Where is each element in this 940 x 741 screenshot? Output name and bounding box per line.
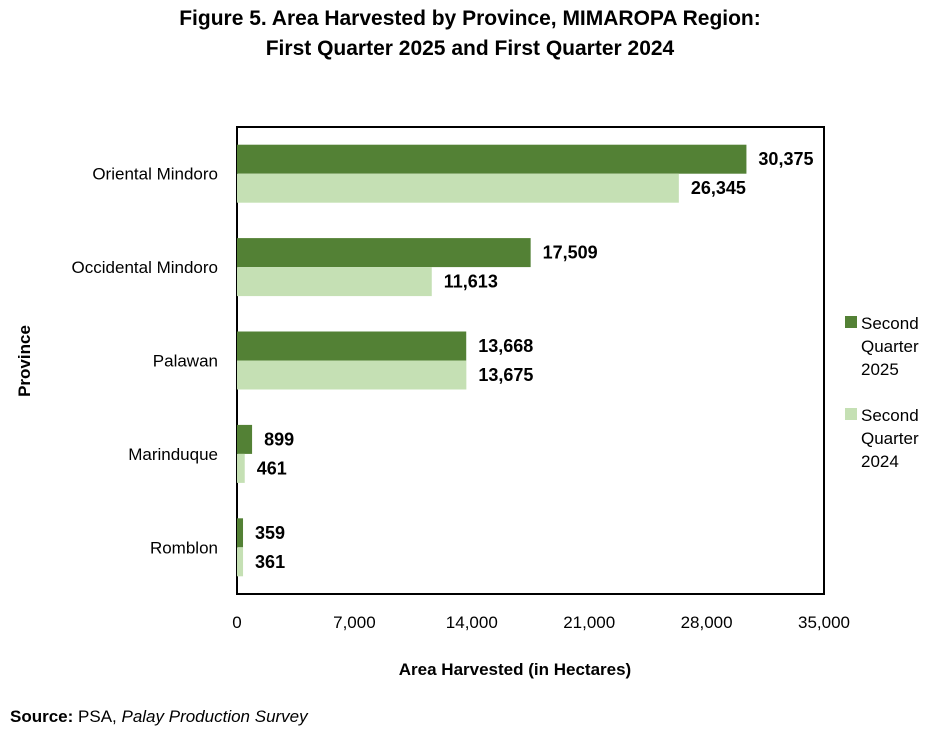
- y-tick-label: Occidental Mindoro: [72, 258, 218, 277]
- legend-swatch: [845, 316, 857, 328]
- data-label: 361: [255, 552, 285, 572]
- legend-label: Second: [861, 314, 919, 333]
- y-axis-tick-labels: Oriental Mindoro Occidental Mindoro Palawa…: [72, 165, 218, 558]
- bar-series-1: [237, 238, 531, 268]
- data-label: 461: [257, 458, 287, 478]
- chart-title-line-2: First Quarter 2025 and First Quarter 202…: [265, 37, 675, 60]
- chart-title-line-1: Figure 5. Area Harvested by Province, MI…: [179, 7, 761, 30]
- y-tick-label: Marinduque: [128, 445, 218, 464]
- x-tick-label: 21,000: [563, 613, 615, 632]
- y-tick-label: Oriental Mindoro: [92, 165, 218, 184]
- legend-label: 2025: [861, 360, 899, 379]
- bar-series-2: [237, 360, 467, 390]
- source-label: Source:: [10, 707, 74, 726]
- x-tick-label: 0: [232, 613, 241, 632]
- bars-group: 30,375 26,345 17,509 11,613 13,668 13,675 899 4…: [237, 144, 813, 577]
- bar-series-1: [237, 144, 747, 174]
- data-label: 30,375: [758, 149, 813, 169]
- bar-series-2: [237, 267, 432, 297]
- bar-series-2: [237, 547, 244, 577]
- data-label: 899: [264, 429, 294, 449]
- y-tick-label: Palawan: [153, 352, 218, 371]
- legend: Second Quarter 2025 Second Quarter 2024: [845, 314, 919, 471]
- bar-series-2: [237, 453, 245, 483]
- data-label: 11,613: [444, 272, 498, 292]
- bar-series-1: [237, 518, 244, 548]
- source-text: PSA,: [73, 707, 122, 726]
- data-label: 13,668: [478, 336, 533, 356]
- data-label: 13,675: [478, 365, 533, 385]
- legend-swatch: [845, 408, 857, 420]
- x-axis-tick-labels: 0 7,000 14,000 21,000 28,000 35,000: [232, 613, 850, 632]
- legend-label: Second: [861, 406, 919, 425]
- y-tick-label: Romblon: [150, 538, 218, 557]
- x-tick-label: 7,000: [333, 613, 376, 632]
- legend-label: 2024: [861, 452, 899, 471]
- data-label: 17,509: [543, 243, 598, 263]
- bar-series-2: [237, 173, 679, 203]
- data-label: 359: [255, 523, 285, 543]
- bar-series-1: [237, 331, 467, 361]
- legend-label: Quarter: [861, 337, 919, 356]
- data-label: 26,345: [691, 178, 746, 198]
- legend-label: Quarter: [861, 429, 919, 448]
- x-tick-label: 28,000: [681, 613, 733, 632]
- x-axis-label: Area Harvested (in Hectares): [399, 660, 631, 679]
- source-note: Source: PSA, Palay Production Survey: [10, 706, 308, 728]
- x-tick-label: 35,000: [798, 613, 850, 632]
- y-axis-label: Province: [15, 325, 34, 397]
- bar-series-1: [237, 424, 253, 454]
- x-tick-label: 14,000: [446, 613, 498, 632]
- source-survey-name: Palay Production Survey: [121, 707, 308, 726]
